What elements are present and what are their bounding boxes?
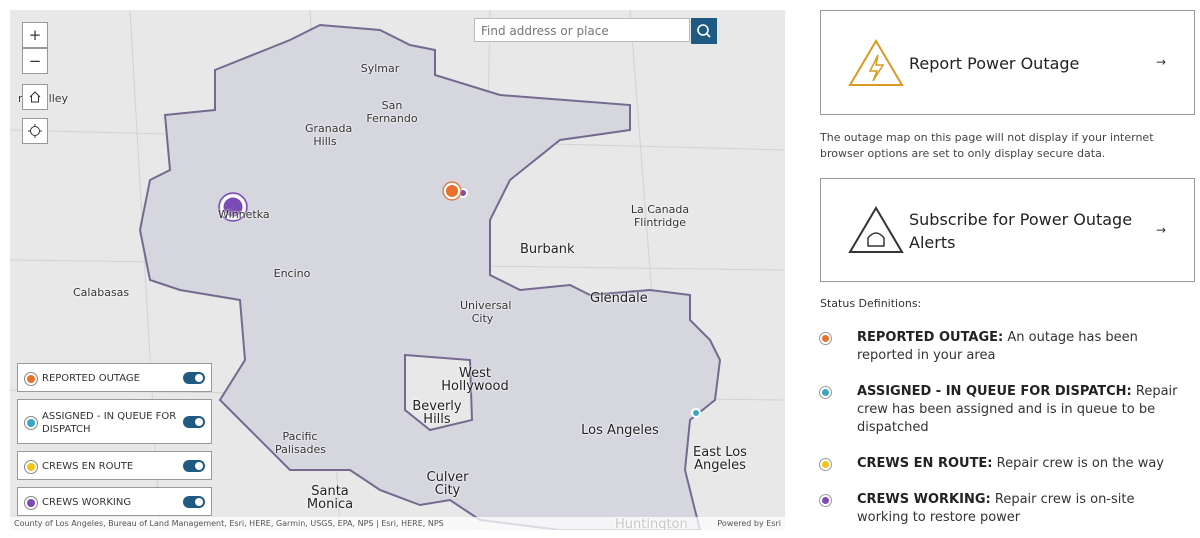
layer-toggle[interactable] xyxy=(183,459,205,472)
legend-item: ASSIGNED - IN QUEUE FOR DISPATCH xyxy=(17,399,212,444)
status-item: CREWS EN ROUTE: Repair crew is on the wa… xyxy=(857,455,1187,473)
powered-by: Powered by Esri xyxy=(717,519,781,528)
map-canvas xyxy=(10,10,785,530)
assigned-marker[interactable] xyxy=(691,408,701,418)
city-boundary xyxy=(138,23,722,530)
status-definition: Repair crew has been assigned and is in … xyxy=(857,384,1178,435)
status-term: CREWS WORKING: xyxy=(857,492,991,507)
status-swatch xyxy=(820,459,831,470)
report-icon xyxy=(848,39,904,86)
attribution-bar: County of Los Angeles, Bureau of Land Ma… xyxy=(10,517,785,530)
legend-label: REPORTED OUTAGE xyxy=(42,372,140,384)
status-swatch xyxy=(820,333,831,344)
zoom-out[interactable]: − xyxy=(22,48,48,74)
legend-label: CREWS WORKING xyxy=(42,496,132,508)
place-label: West Hollywood xyxy=(441,366,509,394)
status-item: REPORTED OUTAGE: An outage has been repo… xyxy=(857,329,1187,365)
excluded-area xyxy=(404,353,474,432)
place-label: Santa Monica xyxy=(306,484,354,512)
place-label: Los Angeles xyxy=(581,423,659,438)
attribution: County of Los Angeles, Bureau of Land Ma… xyxy=(14,519,444,528)
status-item: CREWS WORKING: Repair crew is on-site wo… xyxy=(857,491,1187,527)
marker-ring xyxy=(442,181,462,201)
button-arrow: → xyxy=(1155,223,1166,237)
notice: The outage map on this page will not dis… xyxy=(820,131,1154,160)
legend-swatch xyxy=(25,372,37,385)
status-item: ASSIGNED - IN QUEUE FOR DISPATCH: Repair… xyxy=(857,383,1187,437)
place-label: La Canada Flintridge xyxy=(630,203,690,229)
place-label: Encino xyxy=(273,267,311,280)
reported-outage-marker[interactable] xyxy=(444,183,460,199)
place-label: Granada Hills xyxy=(305,122,353,148)
legend-item: REPORTED OUTAGE xyxy=(17,363,212,392)
place-label: Pacific Palisades xyxy=(275,430,326,456)
place-label: Burbank xyxy=(520,242,575,257)
status-definition: Repair crew is on the way xyxy=(996,456,1164,471)
status-term: CREWS EN ROUTE: xyxy=(857,456,993,471)
search-button[interactable] xyxy=(691,18,717,44)
legend-item: CREWS EN ROUTE xyxy=(17,451,212,480)
place-label: East Los Angeles xyxy=(693,445,747,473)
marker-ring xyxy=(218,192,248,222)
place-label: Universal City xyxy=(460,299,512,325)
search-icon xyxy=(697,24,711,38)
button-label: Subscribe for Power Outage Alerts xyxy=(909,210,1133,252)
zoom-in[interactable]: + xyxy=(22,22,48,48)
layer-toggle[interactable] xyxy=(183,371,205,384)
subscribe-button[interactable]: Subscribe for Power Outage Alerts → xyxy=(820,178,1195,282)
place-label: Sylmar xyxy=(360,62,400,75)
layer-toggle[interactable] xyxy=(183,495,205,508)
status-term: ASSIGNED - IN QUEUE FOR DISPATCH: xyxy=(857,384,1132,399)
locate-button[interactable] xyxy=(22,118,48,144)
legend-swatch xyxy=(25,460,37,473)
search-input[interactable]: Find address or place xyxy=(474,18,690,42)
status-term: REPORTED OUTAGE: xyxy=(857,330,1004,345)
home-icon xyxy=(29,91,41,103)
place-label: Beverly Hills xyxy=(412,399,462,427)
place-label: Winnetka xyxy=(218,208,270,221)
legend-label: ASSIGNED - IN QUEUE FOR DISPATCH xyxy=(42,410,177,435)
status-swatch xyxy=(820,387,831,398)
status-definition: An outage has been reported in your area xyxy=(857,330,1138,363)
button-arrow: → xyxy=(1155,55,1166,69)
status-swatch xyxy=(820,495,831,506)
place-label: San Fernando xyxy=(366,99,418,125)
status-heading: Status Definitions: xyxy=(820,297,922,310)
place-label: Glendale xyxy=(590,291,648,306)
legend-swatch xyxy=(25,496,37,509)
locate-icon xyxy=(28,124,42,138)
status-definition: Repair crew is on-site working to restor… xyxy=(857,492,1135,525)
home-button[interactable] xyxy=(22,84,48,110)
report-button[interactable]: Report Power Outage → xyxy=(820,10,1195,115)
legend-label: CREWS EN ROUTE xyxy=(42,460,134,472)
legend-swatch xyxy=(25,416,37,429)
place-label: Calabasas xyxy=(73,286,130,299)
layer-toggle[interactable] xyxy=(183,415,205,428)
place-label: Culver City xyxy=(426,470,469,498)
alert-icon xyxy=(848,206,904,253)
crews-working-marker[interactable] xyxy=(220,194,246,220)
button-label: Report Power Outage xyxy=(909,54,1080,73)
legend-item: CREWS WORKING xyxy=(17,487,212,516)
